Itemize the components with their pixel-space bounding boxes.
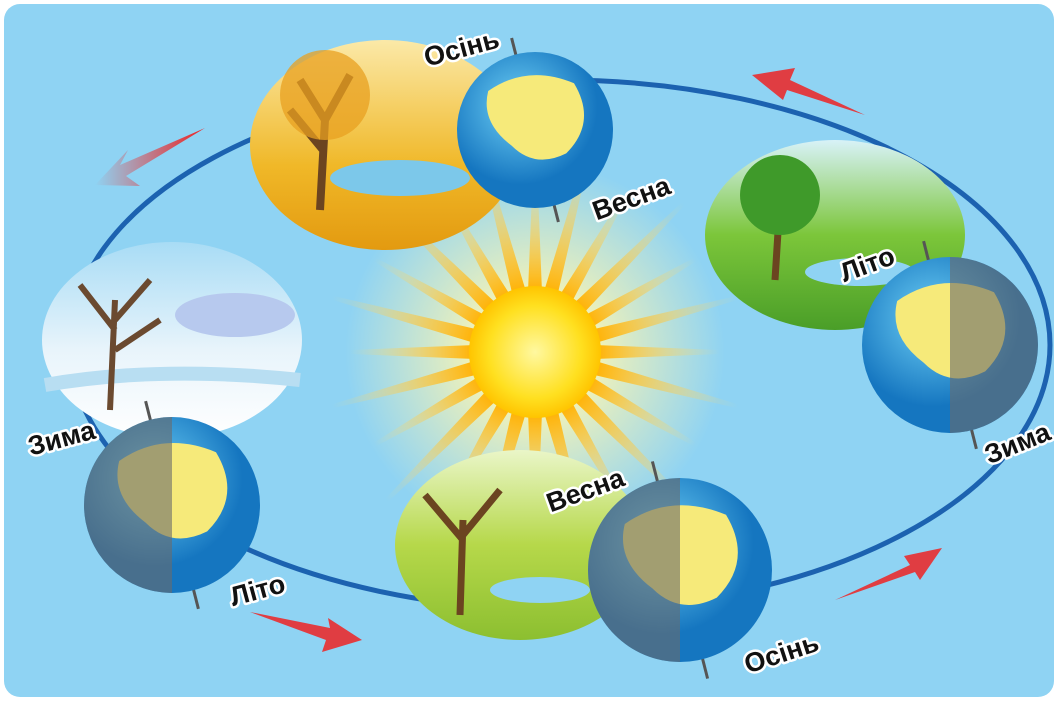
seasons-diagram: Осінь Весна Літо Зима Зима Літо Весна Ос… xyxy=(0,0,1058,701)
